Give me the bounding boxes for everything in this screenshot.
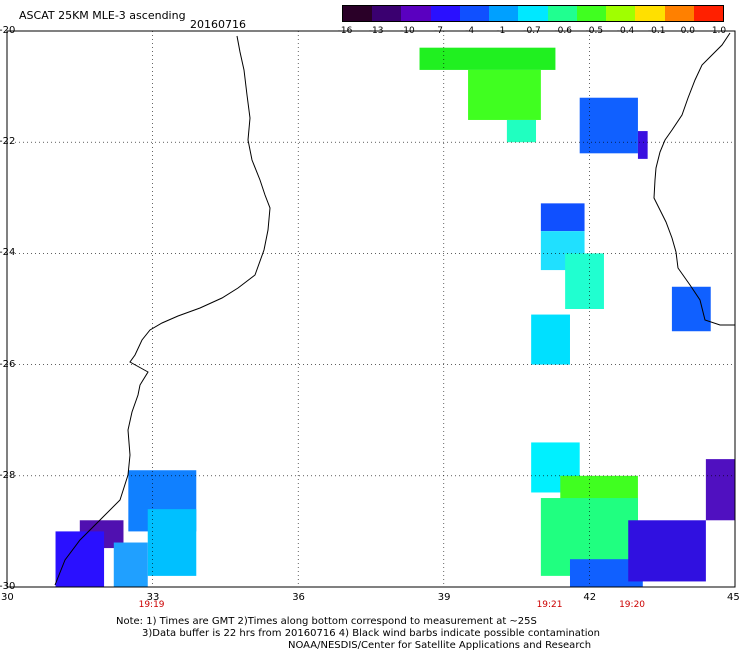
latitude-label: -20	[0, 25, 16, 36]
latitude-label: -26	[0, 358, 16, 370]
colorbar-segment	[635, 6, 665, 21]
swath-north-green	[419, 47, 556, 70]
note-line-2: 3)Data buffer is 22 hrs from 20160716 4)…	[142, 628, 600, 639]
longitude-label: 36	[292, 592, 305, 603]
coastline-africa	[54, 35, 271, 586]
date-label: 20160716	[190, 18, 246, 31]
coastline-madagascar	[653, 32, 735, 326]
colorbar-segment	[547, 6, 577, 21]
time-label: 19:21	[536, 600, 563, 610]
colorbar-segment	[518, 6, 548, 21]
swath-mid-aqua	[565, 253, 604, 309]
latitude-label: -24	[0, 247, 16, 259]
longitude-label: 30	[1, 592, 14, 603]
colorbar-segment	[489, 6, 519, 21]
swath-south-purple	[628, 520, 706, 582]
page-title: ASCAT 25KM MLE-3 ascending	[19, 9, 186, 22]
latitude-label: -22	[0, 136, 16, 148]
time-label: 19:20	[619, 600, 646, 610]
colorbar-segment	[606, 6, 636, 21]
swath-north-green2	[468, 69, 541, 120]
swath-mid-blue	[540, 203, 585, 232]
latitude-label: -28	[0, 469, 16, 481]
colorbar-segment	[401, 6, 431, 21]
longitude-label: 33	[146, 592, 160, 603]
longitude-label: 45	[727, 592, 740, 603]
colorbar-segment	[372, 6, 402, 21]
swath-west-cyan	[147, 509, 197, 576]
swath-edge-purple	[705, 459, 735, 521]
map-frame	[6, 30, 736, 588]
swath-ne-purple	[637, 131, 648, 159]
swath-west-lightblue	[113, 542, 148, 587]
longitude-label: 42	[583, 592, 597, 603]
time-label: 19:19	[138, 600, 165, 610]
colorbar-segment	[459, 6, 490, 21]
swath-mid-cyan2	[531, 314, 570, 365]
swath-east-blue	[671, 286, 711, 332]
latitude-label: -30	[0, 581, 16, 592]
colorbar-segment	[664, 6, 694, 21]
note-line-1: Note: 1) Times are GMT 2)Times along bot…	[116, 616, 537, 627]
swath-ne-blue	[579, 97, 638, 154]
colorbar	[342, 5, 724, 22]
colorbar-segment	[430, 6, 460, 21]
note-line-3: NOAA/NESDIS/Center for Satellite Applica…	[288, 640, 592, 651]
wind-swaths	[55, 47, 735, 587]
colorbar-segment	[693, 6, 724, 21]
swath-north-cyan	[506, 119, 537, 143]
longitude-label: 39	[437, 592, 451, 603]
colorbar-segment	[343, 6, 373, 21]
colorbar-segment	[576, 6, 607, 21]
